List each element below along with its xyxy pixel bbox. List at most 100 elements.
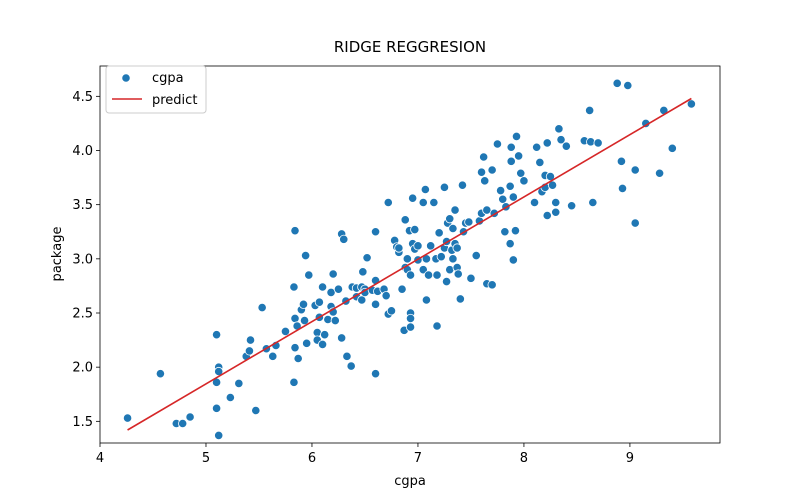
scatter-point (492, 139, 503, 149)
scatter-point (423, 270, 434, 280)
chart-title: RIDGE REGGRESION (334, 38, 486, 56)
scatter-point (567, 201, 577, 211)
scatter-point (487, 165, 497, 175)
scatter-point (506, 142, 516, 152)
scatter-point (445, 214, 455, 224)
scatter-point (529, 197, 540, 208)
scatter-point (342, 351, 352, 361)
scatter-point (302, 338, 312, 348)
x-tick-label: 8 (520, 451, 528, 466)
scatter-point (244, 346, 255, 356)
scatter-point (617, 183, 628, 194)
scatter-point (453, 269, 463, 279)
scatter-point (323, 314, 333, 325)
scatter-point (289, 377, 299, 387)
y-tick-label: 3.5 (72, 198, 93, 213)
scatter-point (585, 105, 595, 116)
scatter-point (554, 124, 564, 134)
y-tick-label: 4.5 (72, 90, 93, 105)
scatter-point (519, 176, 529, 186)
scatter-point (471, 250, 481, 261)
scatter-point (317, 339, 328, 350)
scatter-point (413, 241, 423, 251)
legend-label-predict: predict (152, 93, 197, 108)
scatter-point (476, 167, 487, 177)
y-tick-label: 2.0 (72, 361, 93, 376)
scatter-point (346, 361, 356, 371)
scatter-point (508, 192, 518, 202)
scatter-point (612, 78, 622, 88)
scatter-point (630, 218, 640, 228)
y-tick-label: 1.5 (72, 415, 93, 430)
scatter-point (561, 141, 571, 151)
scatter-point (268, 351, 278, 361)
scatter-point (257, 302, 267, 313)
scatter-point (418, 265, 428, 275)
scatter-point (328, 269, 338, 279)
scatter-point (455, 294, 465, 304)
scatter-point (505, 181, 515, 191)
scatter-point (654, 168, 665, 178)
scatter-point (556, 135, 566, 145)
scatter-point (418, 197, 428, 208)
scatter-point (593, 138, 603, 148)
scatter-point (405, 313, 416, 324)
scatter-point (429, 197, 439, 208)
scatter-point (479, 152, 489, 162)
scatter-point (448, 254, 458, 264)
scatter-point (439, 182, 450, 192)
scatter-point (408, 193, 418, 203)
y-tick-label: 4.0 (72, 144, 93, 159)
scatter-point (330, 315, 340, 326)
scatter-point (245, 335, 256, 345)
scatter-point (314, 297, 324, 307)
x-tick-label: 4 (96, 451, 104, 466)
scatter-point (301, 250, 311, 261)
scatter-point (333, 284, 344, 294)
x-tick-label: 6 (308, 451, 316, 466)
scatter-point (405, 270, 416, 280)
legend: cgpa predict (105, 65, 207, 114)
axes-frame (99, 65, 721, 444)
scatter-point (299, 315, 310, 326)
scatter-point (532, 142, 542, 152)
scatter-point (450, 205, 460, 215)
scatter-point (317, 282, 328, 292)
legend-label-cgpa: cgpa (152, 71, 184, 86)
scatter-point (551, 197, 561, 208)
scatter-point (432, 270, 442, 280)
x-tick-label: 9 (626, 451, 634, 466)
y-tick-label: 3.0 (72, 252, 93, 267)
scatter-point (290, 226, 300, 236)
scatter-point (397, 284, 407, 294)
legend-marker-cgpa (121, 73, 131, 83)
scatter-point (234, 378, 244, 389)
scatter-point (290, 313, 300, 324)
scatter-point (381, 291, 391, 301)
scatter-point (441, 276, 452, 287)
scatter-point (434, 228, 444, 238)
scatter-point (511, 131, 522, 142)
scatter-point (551, 207, 561, 217)
plot-area: 4 5 6 7 8 9 1.5 2.0 2.5 3.0 3.5 4.0 4.5 (72, 65, 721, 466)
scatter-point (370, 299, 381, 309)
scatter-point (496, 185, 506, 196)
scatter-point (586, 137, 596, 147)
scatter-point (362, 253, 372, 263)
scatter-point (370, 369, 381, 379)
scatter-point (506, 156, 516, 166)
scatter-point (514, 151, 524, 161)
scatter-point (500, 227, 510, 237)
scatter-point (498, 194, 508, 204)
y-tick-label: 2.5 (72, 307, 93, 322)
scatter-point (211, 403, 222, 413)
legend-box (105, 65, 207, 114)
scatter-point (185, 412, 195, 422)
scatter-point (304, 270, 314, 280)
scatter-point (290, 343, 300, 353)
scatter-point (386, 306, 397, 316)
scatter-point (178, 418, 188, 429)
scatter-point (337, 333, 347, 343)
predict-line (127, 97, 692, 431)
